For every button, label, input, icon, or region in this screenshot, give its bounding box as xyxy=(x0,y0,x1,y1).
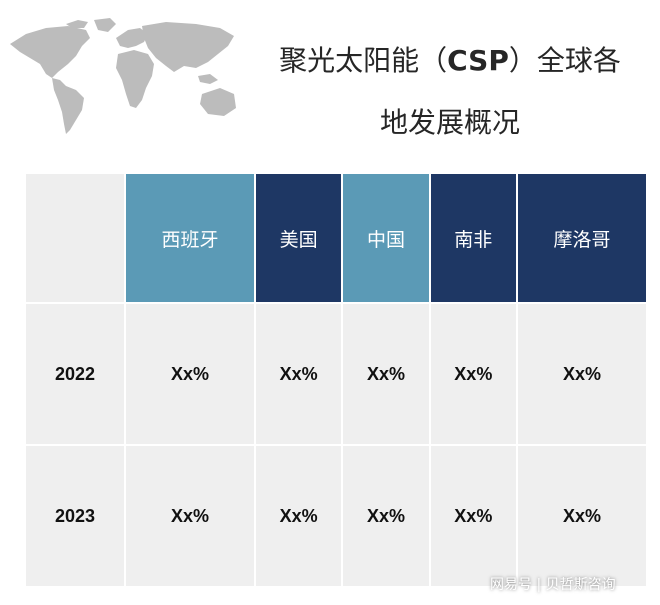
column-header-spain: 西班牙 xyxy=(126,174,254,302)
watermark: 网易号 | 贝哲斯咨询 xyxy=(490,577,616,593)
table-cell: Xx% xyxy=(517,304,646,444)
world-map-icon xyxy=(10,18,236,134)
row-year-label: 2023 xyxy=(26,446,124,586)
column-header-china: 中国 xyxy=(343,174,429,302)
table-row: 2022 Xx% Xx% Xx% Xx% Xx% xyxy=(26,304,646,444)
column-header-south-africa: 南非 xyxy=(430,174,516,302)
table-row: 2023 Xx% Xx% Xx% Xx% Xx% xyxy=(26,446,646,586)
column-header-morocco: 摩洛哥 xyxy=(517,174,646,302)
table-header-row: 西班牙 美国 中国 南非 摩洛哥 xyxy=(26,174,646,302)
row-year-label: 2022 xyxy=(26,304,124,444)
table-cell: Xx% xyxy=(517,446,646,586)
table-cell: Xx% xyxy=(126,304,254,444)
title-line-1: 聚光太阳能（CSP）全球各 xyxy=(279,44,621,77)
csp-table: 西班牙 美国 中国 南非 摩洛哥 2022 Xx% Xx% Xx% Xx% Xx… xyxy=(24,172,648,588)
table-cell: Xx% xyxy=(343,304,429,444)
table-corner-cell xyxy=(26,174,124,302)
title-line-2: 地发展概况 xyxy=(379,106,520,139)
table-cell: Xx% xyxy=(430,304,516,444)
table-cell: Xx% xyxy=(255,304,342,444)
table-cell: Xx% xyxy=(255,446,342,586)
table-cell: Xx% xyxy=(126,446,254,586)
column-header-usa: 美国 xyxy=(255,174,342,302)
table-cell: Xx% xyxy=(430,446,516,586)
page-title: 聚光太阳能（CSP）全球各 地发展概况 xyxy=(250,30,650,154)
table-cell: Xx% xyxy=(343,446,429,586)
